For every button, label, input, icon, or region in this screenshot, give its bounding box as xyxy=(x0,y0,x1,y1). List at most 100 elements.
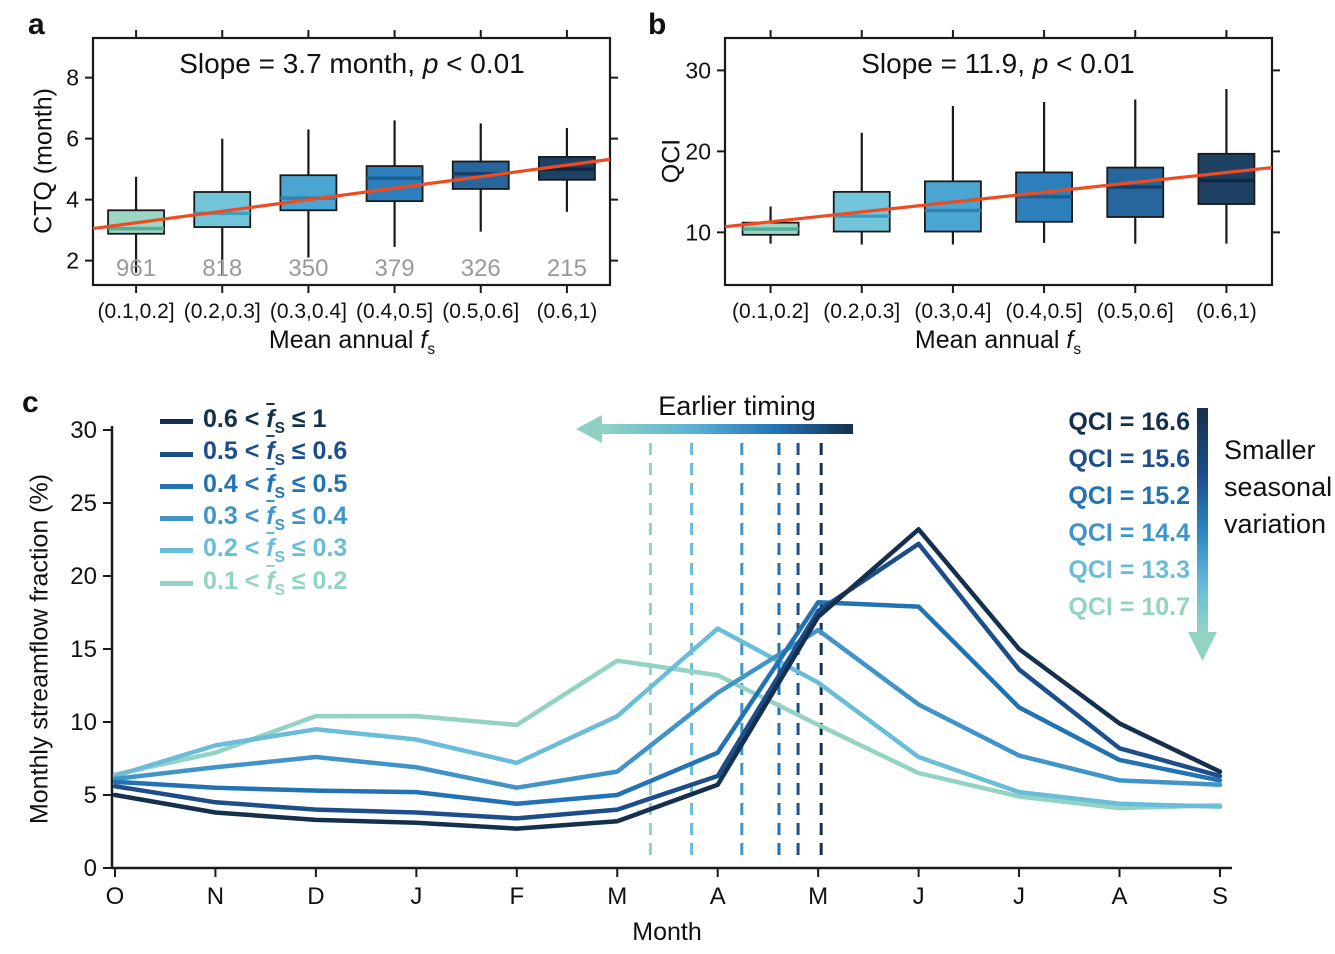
panel-b-xlabel-text: Mean annual xyxy=(914,326,1067,354)
panel-a-xlabel-text: Mean annual xyxy=(268,326,421,354)
x-tick-label: (0.5,0.6] xyxy=(442,300,519,323)
y-tick-label: 0 xyxy=(84,855,97,882)
legend-line-swatch xyxy=(160,483,193,489)
qci-label-3: QCI = 15.2 xyxy=(1068,482,1190,510)
earlier-timing-arrowhead-icon xyxy=(576,415,602,443)
legend-item-label: 0.5 < fS ≤ 0.6 xyxy=(203,437,348,470)
series-line-0.5<fs≤0.6 xyxy=(112,541,1223,821)
panel-a-ylabel: CTQ (month) xyxy=(29,88,58,234)
qci-label-6: QCI = 10.7 xyxy=(1068,593,1190,621)
y-tick-label: 2 xyxy=(66,248,79,274)
panel-a-frame xyxy=(91,36,612,287)
series-line-0.1<fs≤0.2 xyxy=(112,658,1223,811)
series-line-0.6<fs≤1 xyxy=(112,527,1223,831)
series-line-0.3<fs≤0.4 xyxy=(112,627,1223,790)
y-tick-label: 15 xyxy=(70,636,97,663)
count-label: 326 xyxy=(461,255,501,282)
panel-b-frame xyxy=(723,36,1274,287)
series-line-0.2<fs≤0.3 xyxy=(112,626,1223,809)
month-tick-label: O xyxy=(106,883,125,910)
series-line-0.4<fs≤0.5 xyxy=(112,600,1223,807)
month-tick-label: N xyxy=(207,883,224,910)
panel-a-xlabel-f: f xyxy=(420,326,428,354)
slope-b-p: p xyxy=(1032,48,1049,79)
x-tick-label: (0.4,0.5] xyxy=(1006,300,1083,323)
y-tick-label: 20 xyxy=(685,138,711,164)
trend-line-b xyxy=(724,165,1273,229)
y-tick-label: 10 xyxy=(685,219,711,245)
legend-item-label: 0.1 < fS ≤ 0.2 xyxy=(203,566,348,599)
qci-label-2: QCI = 15.6 xyxy=(1068,445,1190,473)
seasonal-variation-arrowhead-icon xyxy=(1188,632,1217,661)
panel-b-letter: b xyxy=(648,8,667,41)
panel-b-box-3 xyxy=(924,180,982,233)
month-tick-label: F xyxy=(509,883,524,910)
panel-c-xlabel: Month xyxy=(632,918,702,946)
y-tick-label: 25 xyxy=(70,490,97,517)
count-label: 961 xyxy=(116,255,156,282)
x-tick-label: (0.3,0.4] xyxy=(914,300,991,323)
panel-a-box-4 xyxy=(365,165,424,203)
y-tick-label: 6 xyxy=(66,126,79,152)
legend-line-swatch xyxy=(160,548,193,554)
earlier-timing-arrow-shaft xyxy=(600,424,853,434)
panel-b-xlabel-sub: s xyxy=(1073,341,1082,358)
count-label: 379 xyxy=(375,255,415,282)
slope-a-p: p xyxy=(422,48,439,79)
slope-a-text: Slope = 3.7 month, xyxy=(179,48,423,79)
panel-a-box-3 xyxy=(279,174,338,212)
x-tick-label: (0.5,0.6] xyxy=(1097,300,1174,323)
y-tick-label: 30 xyxy=(70,417,97,444)
slope-b-text: Slope = 11.9, xyxy=(861,48,1033,79)
y-tick-label: 4 xyxy=(66,187,79,213)
panel-a-xlabel: Mean annual fs xyxy=(269,326,435,359)
qci-label-5: QCI = 13.3 xyxy=(1068,556,1190,584)
legend-item-1: 0.6 < fS ≤ 1 xyxy=(160,407,326,437)
month-tick-label: J xyxy=(913,883,925,910)
y-tick-label: 5 xyxy=(84,782,97,809)
month-tick-label: M xyxy=(808,883,828,910)
month-tick-label: D xyxy=(307,883,324,910)
legend-item-4: 0.3 < fS ≤ 0.4 xyxy=(160,501,348,534)
month-tick-label: A xyxy=(710,883,726,910)
legend-item-label: 0.3 < fS ≤ 0.4 xyxy=(203,501,348,534)
legend-line-swatch xyxy=(160,516,193,522)
panel-a-slope-annotation: Slope = 3.7 month, p < 0.01 xyxy=(179,48,525,80)
legend-item-label: 0.6 < fS ≤ 1 xyxy=(203,405,327,437)
legend-line-swatch xyxy=(160,580,193,586)
smaller-seasonal-variation-label: Smaller seasonal variation xyxy=(1224,435,1333,539)
legend-item-5: 0.2 < fS ≤ 0.3 xyxy=(160,536,347,566)
month-tick-label: A xyxy=(1111,883,1127,910)
y-tick-label: 20 xyxy=(70,563,97,590)
legend-line-swatch xyxy=(160,419,193,425)
panel-b-slope-annotation: Slope = 11.9, p < 0.01 xyxy=(861,48,1134,80)
month-tick-label: J xyxy=(1013,883,1025,910)
y-tick-label: 10 xyxy=(70,709,97,736)
panel-a-letter: a xyxy=(28,8,45,41)
legend-item-label: 0.4 < fS ≤ 0.5 xyxy=(203,469,348,502)
panel-b-ylabel: QCI xyxy=(657,138,686,184)
count-label: 818 xyxy=(202,255,242,282)
seasonal-variation-arrow-shaft xyxy=(1197,408,1208,632)
panel-b-box-5 xyxy=(1106,166,1165,218)
qci-label-4: QCI = 14.4 xyxy=(1068,519,1190,547)
month-tick-label: S xyxy=(1212,883,1228,910)
month-tick-label: M xyxy=(607,883,627,910)
panel-a-xlabel-sub: s xyxy=(427,341,436,358)
slope-a-pvalue: < 0.01 xyxy=(438,48,525,79)
panel-b-xlabel: Mean annual fs xyxy=(915,326,1081,359)
qci-label-1: QCI = 16.6 xyxy=(1068,408,1190,436)
y-tick-label: 30 xyxy=(685,57,711,83)
slope-b-pvalue: < 0.01 xyxy=(1048,48,1135,79)
y-tick-label: 8 xyxy=(66,65,79,91)
x-tick-label: (0.4,0.5] xyxy=(356,300,433,323)
legend-item-label: 0.2 < fS ≤ 0.3 xyxy=(203,534,348,567)
legend-item-6: 0.1 < fS ≤ 0.2 xyxy=(160,566,348,599)
legend-line-swatch xyxy=(160,451,193,457)
panel-c-letter: c xyxy=(22,386,39,419)
count-label: 215 xyxy=(547,255,587,282)
panel-c-ylabel: Monthly streamflow fraction (%) xyxy=(25,473,54,825)
x-tick-label: (0.3,0.4] xyxy=(270,300,347,323)
